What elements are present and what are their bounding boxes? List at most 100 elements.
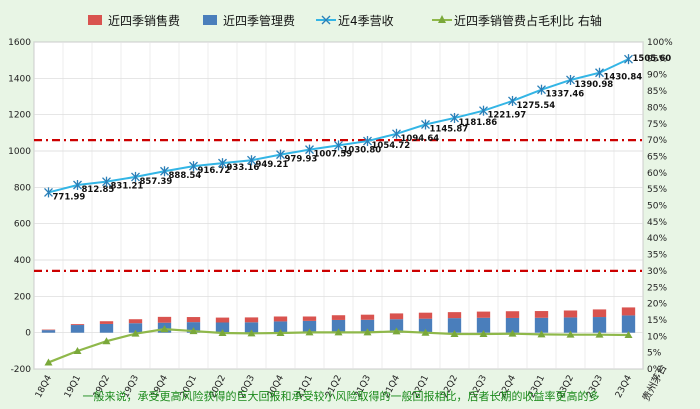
revenue-data-label: 916.72: [198, 166, 231, 176]
revenue-point: [102, 176, 111, 187]
ratio-marker: [363, 328, 372, 336]
y-right-tick-label: 5%: [647, 349, 662, 359]
y-right-tick-label: 90%: [647, 71, 667, 81]
bar-sales: [70, 324, 85, 326]
bar-sales: [244, 317, 259, 323]
bar-sales: [534, 311, 549, 318]
ratio-marker: [73, 347, 82, 355]
ratio-marker: [305, 328, 314, 336]
footnote: 一般来说，承受更高风险获得的巨大回报和承受较小风险取得的一般回报相比，后者长期的…: [83, 389, 600, 403]
revenue-point: [363, 136, 372, 147]
ratio-marker: [247, 329, 256, 337]
bar-sales: [621, 307, 636, 316]
revenue-data-label: 1007.59: [314, 150, 353, 160]
bar-mgmt: [99, 323, 114, 333]
ratio-marker: [508, 329, 517, 337]
bar-mgmt: [302, 320, 317, 333]
y-left-tick-label: 400: [14, 256, 31, 266]
y-left-tick-label: 0: [25, 329, 31, 339]
bar-mgmt: [273, 321, 288, 333]
bar-mgmt: [331, 319, 346, 333]
y-right-tick-label: 80%: [647, 103, 667, 113]
revenue-point: [189, 161, 198, 172]
bar-mgmt: [418, 318, 433, 333]
revenue-point: [160, 166, 169, 177]
revenue-data-label: 949.21: [256, 160, 289, 170]
y-right-tick-label: 100%: [647, 38, 673, 48]
revenue-data-label: 1094.64: [401, 134, 440, 144]
y-left-tick-label: -200: [11, 365, 32, 375]
legend-item: 近四季销管费占毛利比 右轴: [432, 13, 602, 28]
legend-label: 近四季销售费: [108, 13, 180, 28]
legend-swatch: [438, 15, 446, 23]
y-left-tick-label: 1000: [8, 147, 31, 157]
bar-sales: [186, 317, 201, 323]
ratio-marker: [334, 328, 343, 336]
ratio-marker: [131, 329, 140, 337]
y-left-tick-label: 1600: [8, 38, 31, 48]
bar-sales: [447, 312, 462, 319]
revenue-point: [305, 144, 314, 155]
ratio-marker: [421, 328, 430, 336]
y-right-tick-label: 55%: [647, 185, 667, 195]
x-tick-label: 18Q4: [34, 373, 54, 399]
revenue-data-label: 771.99: [53, 192, 86, 202]
bar-mgmt: [389, 319, 404, 333]
legend-item: 近4季营收: [316, 14, 394, 28]
bar-sales: [418, 312, 433, 319]
revenue-data-label: 1054.72: [372, 141, 411, 151]
bar-sales: [273, 316, 288, 322]
legend-item: 近四季销售费: [88, 13, 180, 28]
legend-swatch: [321, 15, 331, 25]
bar-mgmt: [447, 318, 462, 333]
revenue-point: [334, 140, 343, 151]
bar-mgmt: [128, 323, 143, 333]
revenue-data-label: 1030.80: [343, 145, 382, 155]
y-right-tick-label: 35%: [647, 251, 667, 261]
y-right-tick-label: 40%: [647, 234, 667, 244]
bar-mgmt: [505, 317, 520, 333]
revenue-point: [421, 119, 430, 130]
legend-label: 近4季营收: [338, 14, 394, 28]
bar-mgmt: [621, 315, 636, 333]
y-right-tick-label: 50%: [647, 202, 667, 212]
reference-lines: [34, 139, 643, 272]
revenue-point: [508, 95, 517, 106]
revenue-point: [276, 149, 285, 160]
bar-sales: [41, 329, 56, 331]
bar-mgmt: [360, 319, 375, 333]
y-right-tick-label: 45%: [647, 218, 667, 228]
revenue-point: [537, 84, 546, 95]
bar-mgmt: [534, 317, 549, 333]
revenue-point: [73, 179, 82, 190]
ratio-marker: [450, 330, 459, 338]
y-right-tick-label: 20%: [647, 300, 667, 310]
revenue-point: [624, 54, 633, 65]
bar-mgmt: [41, 330, 56, 333]
revenue-point: [218, 158, 227, 169]
revenue-data-label: 857.39: [140, 177, 173, 187]
y-right-tick-label: 25%: [647, 283, 667, 293]
bar-sales: [157, 316, 172, 323]
bar-mgmt: [215, 322, 230, 333]
x-tick-label: 19Q1: [63, 374, 83, 400]
ratio-marker: [566, 330, 575, 338]
revenue-data-label: 1221.97: [488, 111, 527, 121]
revenue-data-label: 979.93: [285, 155, 318, 165]
revenue-point: [450, 112, 459, 123]
revenue-point: [479, 105, 488, 116]
y-right-tick-label: 75%: [647, 120, 667, 130]
legend-label: 近四季管理费: [223, 13, 295, 28]
revenue-data-label: 1430.84: [604, 73, 643, 83]
y-left-tick-label: 1400: [8, 74, 31, 84]
ratio-marker: [392, 327, 401, 335]
legend: 近四季销售费 近四季管理费 近4季营收 近四季销管费占毛利比 右轴: [88, 13, 602, 28]
ratio-marker: [218, 329, 227, 337]
y-right-tick-label: 65%: [647, 152, 667, 162]
revenue-point: [566, 74, 575, 85]
bar-mgmt: [244, 322, 259, 333]
revenue-point: [595, 67, 604, 78]
bar-mgmt: [563, 317, 578, 333]
y-right-tick-label: 15%: [647, 316, 667, 326]
y-left-tick-label: 800: [14, 183, 31, 193]
